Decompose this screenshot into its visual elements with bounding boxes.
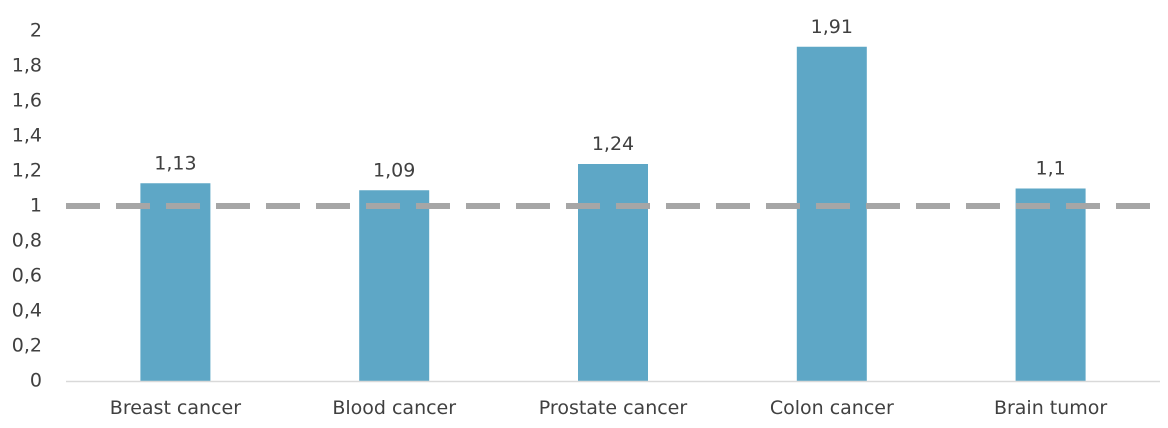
y-tick-label: 1 xyxy=(30,195,42,217)
data-label: 1,91 xyxy=(811,16,853,38)
bar xyxy=(140,183,211,381)
bars-group xyxy=(140,46,1086,381)
y-tick-label: 0,2 xyxy=(12,335,42,357)
category-label: Prostate cancer xyxy=(539,397,688,419)
y-tick-label: 0 xyxy=(30,370,42,392)
y-tick-label: 1,6 xyxy=(12,90,42,112)
data-labels-group: 1,13 1,09 1,24 1,91 1,1 xyxy=(154,16,1065,182)
y-tick-label: 2 xyxy=(30,20,42,42)
y-tick-label: 0,6 xyxy=(12,265,42,287)
category-label: Breast cancer xyxy=(110,397,241,419)
category-labels-group: Breast cancer Blood cancer Prostate cancer… xyxy=(110,397,1108,419)
data-label: 1,1 xyxy=(1035,158,1065,180)
bar xyxy=(796,46,867,381)
data-label: 1,24 xyxy=(592,133,634,155)
category-label: Colon cancer xyxy=(770,397,894,419)
y-tick-label: 1,2 xyxy=(12,160,42,182)
y-tick-label: 1,4 xyxy=(12,125,42,147)
y-tick-label: 0,4 xyxy=(12,300,42,322)
data-label: 1,09 xyxy=(373,159,415,181)
data-label: 1,13 xyxy=(154,152,196,174)
y-axis-ticks: 0 0,2 0,4 0,6 0,8 1 1,2 1,4 1,6 1,8 2 xyxy=(12,20,42,392)
y-tick-label: 1,8 xyxy=(12,55,42,77)
bar xyxy=(1015,188,1086,381)
category-label: Brain tumor xyxy=(994,397,1107,419)
bar xyxy=(578,164,648,381)
category-label: Blood cancer xyxy=(332,397,456,419)
y-tick-label: 0,8 xyxy=(12,230,42,252)
bar xyxy=(359,190,430,381)
